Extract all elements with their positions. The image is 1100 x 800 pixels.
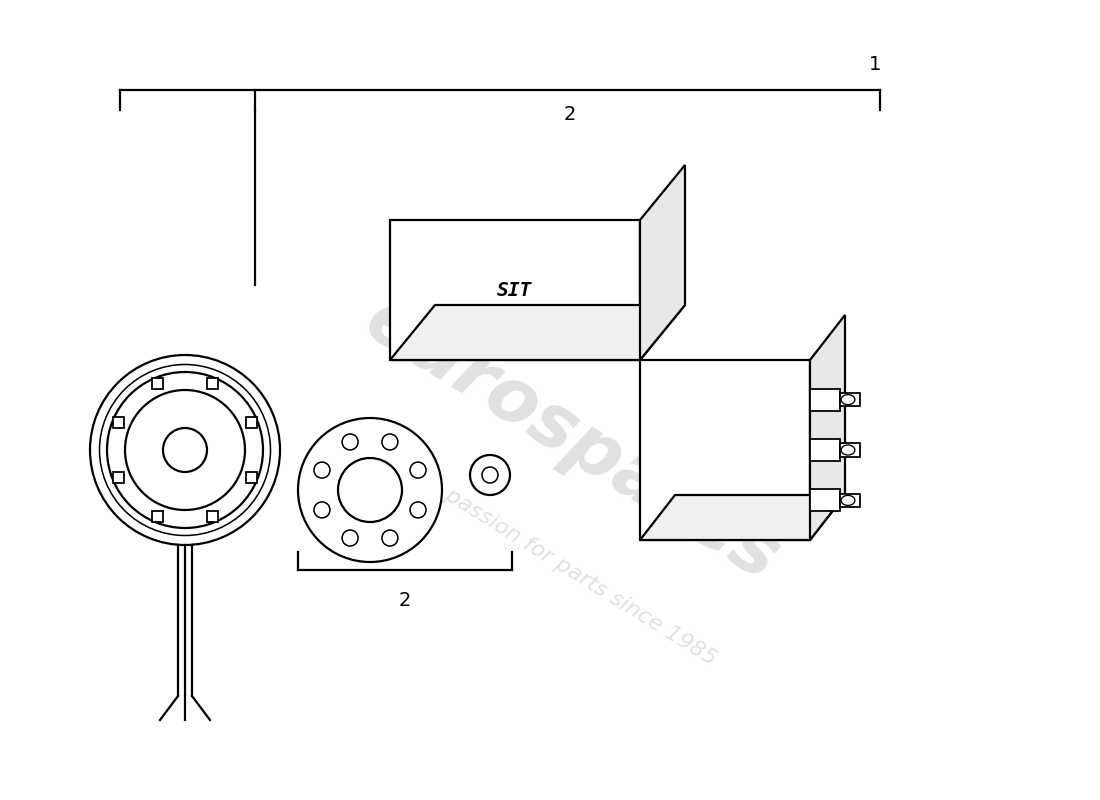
Polygon shape (640, 360, 810, 540)
Ellipse shape (107, 372, 263, 528)
Bar (810, 490, 840, 511)
Ellipse shape (90, 355, 280, 545)
Bar (152, 511, 163, 522)
Bar (810, 389, 840, 410)
Bar (207, 378, 218, 389)
Ellipse shape (410, 462, 426, 478)
Polygon shape (390, 305, 685, 360)
Ellipse shape (125, 390, 245, 510)
Polygon shape (810, 315, 845, 540)
Polygon shape (640, 165, 685, 360)
Ellipse shape (298, 418, 442, 562)
Text: 1: 1 (869, 55, 881, 74)
Bar (840, 494, 860, 507)
Ellipse shape (314, 462, 330, 478)
Polygon shape (390, 220, 640, 360)
Ellipse shape (382, 434, 398, 450)
Ellipse shape (342, 434, 359, 450)
Bar (152, 378, 163, 389)
Polygon shape (640, 495, 845, 540)
Ellipse shape (342, 530, 359, 546)
Text: 2: 2 (564, 106, 576, 125)
Bar (207, 511, 218, 522)
Ellipse shape (99, 365, 271, 535)
Bar (113, 472, 124, 483)
Text: eurospares: eurospares (352, 283, 792, 597)
Bar (246, 417, 257, 428)
Bar (113, 417, 124, 428)
Bar (810, 439, 840, 461)
Text: SIT: SIT (497, 281, 532, 299)
Ellipse shape (382, 530, 398, 546)
Ellipse shape (410, 502, 426, 518)
Text: 2: 2 (399, 590, 411, 610)
Ellipse shape (338, 458, 402, 522)
Bar (246, 472, 257, 483)
Text: a passion for parts since 1985: a passion for parts since 1985 (425, 474, 719, 670)
Ellipse shape (482, 467, 498, 483)
Ellipse shape (163, 428, 207, 472)
Bar (840, 393, 860, 406)
Ellipse shape (314, 502, 330, 518)
Ellipse shape (470, 455, 510, 495)
Bar (840, 443, 860, 457)
